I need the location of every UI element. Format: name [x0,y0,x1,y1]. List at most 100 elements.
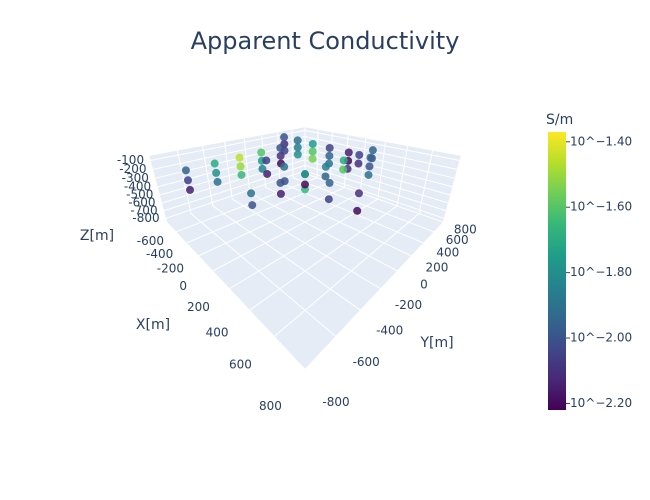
data-point [325,143,334,152]
x-tick-label: 400 [206,326,229,340]
data-point [308,139,317,148]
data-point [186,185,195,194]
x-tick-label: -600 [137,234,164,248]
data-point [210,159,219,168]
data-point [364,170,373,179]
y-tick-label: -200 [395,298,422,312]
data-point [276,178,285,187]
grid-line [231,198,381,290]
data-point [262,156,271,165]
grid-line [163,164,306,212]
data-point [247,189,256,198]
data-point [212,168,221,177]
colorbar-tick-label: 10^−1.40 [570,134,632,148]
y-tick-label: 400 [436,246,459,260]
data-point [301,180,309,189]
grid-line [304,129,461,161]
data-point [339,165,348,174]
grid-line [190,213,337,337]
y-tick-label: 0 [420,278,428,292]
data-point [344,148,353,157]
data-point [339,156,348,165]
data-point [280,162,289,171]
data-point [276,189,285,198]
data-point [236,162,245,171]
x-tick-label: -400 [146,247,173,261]
data-point [276,151,285,160]
grid-line [249,192,398,272]
z-tick-label: -100 [117,153,144,167]
data-point [354,189,363,198]
data-point [353,206,362,215]
y-tick-label: -400 [376,323,403,337]
grid-line [265,186,412,257]
grid-line [249,205,398,311]
data-point [293,143,302,152]
grid-line [229,198,379,290]
chart-title: Apparent Conductivity [191,27,460,55]
data-point [257,148,266,157]
data-point [365,162,374,171]
grid-line [304,164,447,212]
grid-line [149,129,306,161]
x-tick-label: 200 [187,300,210,314]
grid-line [304,136,458,171]
data-point [325,151,334,160]
data-point [213,177,222,186]
data-point [368,146,377,155]
y-tick-label: -800 [322,395,349,409]
data-point [235,153,244,162]
x-tick-label: -200 [157,262,184,276]
x-tick-label: 0 [179,279,187,293]
grid-line [292,177,435,233]
grid-line [175,177,318,233]
colorbar-title: S/m [546,112,573,128]
grid-line [212,205,361,311]
data-point [355,150,364,159]
grid-line [304,221,444,370]
colorbar [548,132,566,410]
data-point [280,133,289,142]
data-point [248,201,257,210]
data-point [276,143,285,152]
z-tick-label: -600 [128,196,155,210]
data-point [366,153,375,162]
grid-line [152,136,306,171]
colorbar-tick-label: 10^−1.80 [570,265,632,279]
colorbar-tick-label: 10^−2.00 [570,331,632,345]
data-point [183,176,192,185]
y-axis-title: Y[m] [419,335,453,351]
data-point [308,154,317,163]
data-point [263,169,272,178]
grid-line [442,155,462,223]
grid-line [148,155,168,223]
data-point [181,166,190,175]
z-tick-label: -200 [119,162,146,176]
grid-line [273,213,420,337]
x-tick-label: 800 [259,399,282,413]
data-point [321,162,330,171]
data-point [293,136,302,145]
z-tick-label: -500 [126,188,153,202]
z-tick-label: -300 [122,171,149,185]
x-axis-title: X[m] [136,317,170,333]
y-tick-label: -600 [353,355,380,369]
x-tick-label: 600 [229,358,252,372]
data-point [325,178,334,187]
y-tick-label: 800 [454,222,477,236]
data-point [258,164,267,173]
z-tick-label: -400 [124,179,151,193]
data-point [324,195,333,204]
z-tick-label: -700 [130,203,157,217]
colorbar-tick-label: 10^−1.60 [570,200,632,214]
data-point [354,159,363,168]
data-point [237,170,246,179]
data-point [301,170,309,179]
data-point [293,150,302,159]
data-point [321,172,330,181]
y-tick-label: 600 [446,233,469,247]
z-tick-label: -800 [132,211,159,225]
grid-line [166,221,306,370]
y-tick-label: 200 [425,260,448,274]
